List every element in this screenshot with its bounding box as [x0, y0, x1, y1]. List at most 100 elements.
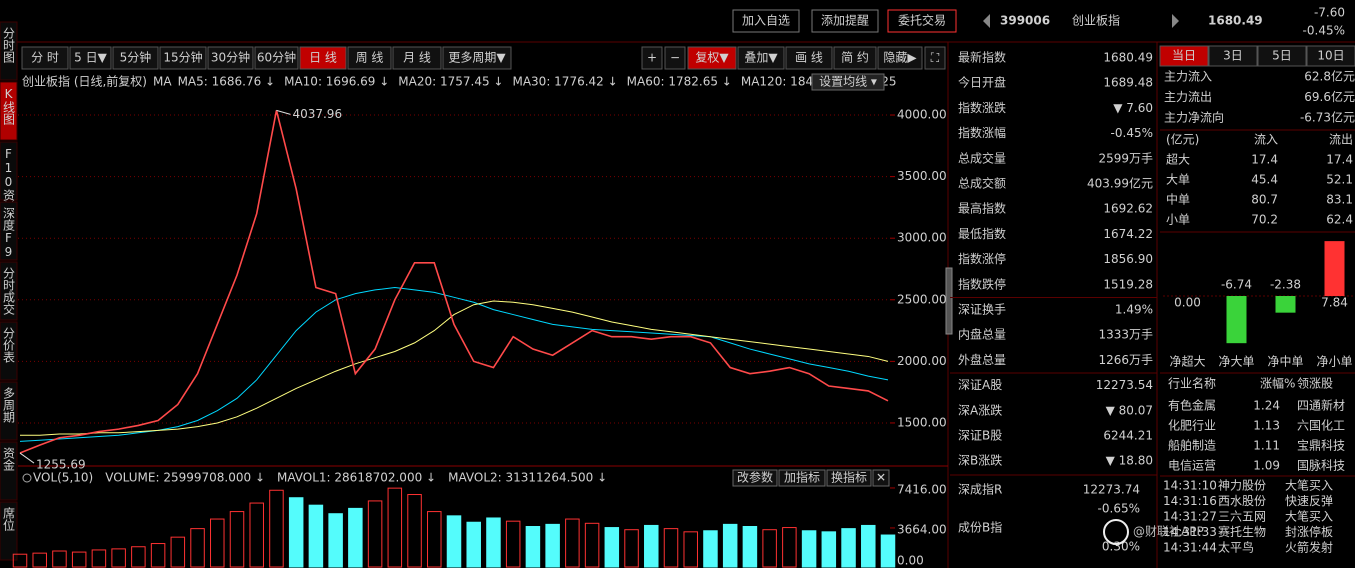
flow-label: 主力流出 — [1164, 90, 1212, 104]
indicator-button[interactable] — [732, 469, 778, 487]
indicator-button-label[interactable]: 改参数 — [737, 470, 773, 485]
tool-label[interactable]: 复权▼ — [695, 51, 729, 65]
header-button[interactable] — [732, 9, 800, 33]
sidebar-tab[interactable] — [0, 141, 18, 201]
tool-button[interactable] — [641, 46, 663, 70]
header-button-label[interactable]: 添加提醒 — [821, 13, 869, 28]
sidebar-label[interactable]: 多周期 — [2, 387, 16, 423]
indicator-button[interactable] — [826, 469, 872, 487]
indicator-button-label[interactable]: 换指标 — [831, 470, 867, 485]
flow-tab-label[interactable]: 3日 — [1223, 49, 1243, 63]
period-label[interactable]: 月 线 — [403, 51, 431, 65]
flow-tab[interactable] — [1306, 45, 1355, 67]
tool-button[interactable] — [833, 46, 877, 70]
quote-label: 外盘总量 — [958, 352, 1006, 367]
tool-label[interactable]: + — [647, 51, 657, 65]
indicator-button[interactable] — [778, 469, 826, 487]
legend-ma: MA — [153, 75, 172, 89]
flow-tab[interactable] — [1257, 45, 1307, 67]
quote-label: 深证B股 — [958, 429, 1002, 443]
period-label[interactable]: 周 线 — [356, 51, 384, 65]
y-tick-label: 2000.00 — [897, 354, 947, 368]
sidebar-label[interactable]: 席位 — [2, 506, 16, 531]
header-button-label[interactable]: 委托交易 — [898, 13, 946, 28]
sector-cell: 1.11 — [1253, 439, 1280, 453]
period-button[interactable] — [347, 46, 392, 70]
volume-bar — [683, 531, 698, 568]
period-label[interactable]: 分 时 — [31, 51, 59, 65]
tool-label[interactable]: 简 约 — [841, 50, 869, 65]
stock-name: 创业板指 — [1072, 13, 1120, 28]
flow-tab-label[interactable]: 5日 — [1272, 49, 1292, 63]
tool-button[interactable] — [687, 46, 737, 70]
tool-label[interactable]: 画 线 — [795, 51, 823, 65]
indicator-button-label[interactable]: 加指标 — [784, 470, 820, 485]
sidebar-tab[interactable] — [0, 441, 18, 501]
flow-tab[interactable] — [1159, 45, 1209, 67]
period-label[interactable]: 15分钟 — [163, 50, 202, 65]
sidebar-tab[interactable] — [0, 81, 18, 141]
flow-tab-label[interactable]: 10日 — [1317, 49, 1344, 63]
settings-label[interactable]: 设置均线 ▾ — [819, 75, 877, 89]
sidebar-label[interactable]: K线图 — [2, 87, 16, 125]
quote-value: 2599万手 — [1098, 151, 1153, 165]
period-button[interactable] — [207, 46, 254, 70]
header-button[interactable] — [887, 9, 957, 33]
sidebar-tab[interactable] — [0, 501, 18, 561]
volume-bar — [308, 504, 324, 568]
sidebar-label[interactable]: 分时成交 — [2, 267, 16, 316]
period-button[interactable] — [69, 46, 112, 70]
tool-button[interactable] — [664, 46, 686, 70]
period-label[interactable]: 5分钟 — [120, 50, 152, 65]
sidebar-tab[interactable] — [0, 321, 18, 381]
sidebar-tab[interactable] — [0, 381, 18, 441]
period-button[interactable] — [159, 46, 207, 70]
sidebar-label[interactable]: 分时图 — [2, 27, 16, 63]
tool-button[interactable] — [737, 46, 785, 70]
header-button-label[interactable]: 加入自选 — [742, 14, 790, 28]
sidebar-tab[interactable] — [0, 201, 18, 261]
period-label[interactable]: 30分钟 — [211, 50, 250, 65]
period-label[interactable]: 更多周期▼ — [448, 51, 506, 65]
settings-button[interactable] — [811, 73, 885, 91]
prev-arrow[interactable] — [983, 14, 990, 28]
quote-value: 403.99亿元 — [1087, 176, 1153, 191]
period-label[interactable]: 日 线 — [309, 51, 337, 65]
flow-category: 净小单 — [1316, 355, 1352, 369]
tool-button[interactable] — [924, 46, 946, 70]
sidebar-label[interactable]: 资金 — [2, 447, 16, 471]
indicator-button[interactable] — [872, 469, 890, 487]
period-label[interactable]: 60分钟 — [257, 50, 296, 65]
period-label[interactable]: 5 日▼ — [74, 51, 107, 65]
volume-bar — [821, 531, 837, 568]
sidebar-label[interactable]: 分价表 — [2, 327, 16, 363]
period-button[interactable] — [254, 46, 299, 70]
header-button[interactable] — [811, 9, 879, 33]
volume-bar — [644, 524, 659, 568]
stock-code: 399006 — [1000, 14, 1050, 28]
period-button[interactable] — [299, 46, 347, 70]
tool-label[interactable]: 叠加▼ — [744, 51, 778, 65]
tool-label[interactable]: ⛶ — [930, 51, 940, 65]
tool-button[interactable] — [877, 46, 923, 70]
period-button[interactable] — [442, 46, 512, 70]
sidebar-label[interactable]: 深度F9 — [2, 207, 16, 259]
flow-tab-label[interactable]: 当日 — [1172, 49, 1196, 63]
quote-value: 1689.48 — [1103, 76, 1153, 90]
sidebar-tab[interactable] — [0, 21, 18, 81]
tool-label[interactable]: 隐藏▶ — [883, 51, 917, 65]
indicator-button-label[interactable]: ✕ — [876, 471, 886, 485]
volume-bar — [762, 529, 777, 568]
next-arrow[interactable] — [1172, 14, 1179, 28]
period-button[interactable] — [21, 46, 69, 70]
sidebar-label[interactable]: F10资料 — [2, 147, 16, 213]
flow-header: 流入 — [1254, 133, 1278, 147]
flow-tab[interactable] — [1208, 45, 1258, 67]
legend-title: 创业板指 (日线,前复权) — [22, 74, 147, 89]
tool-label[interactable]: − — [670, 51, 680, 65]
sidebar-tab[interactable] — [0, 261, 18, 321]
tool-button[interactable] — [785, 46, 833, 70]
period-button[interactable] — [392, 46, 442, 70]
period-button[interactable] — [112, 46, 159, 70]
flow-cell: 小单 — [1166, 213, 1190, 227]
